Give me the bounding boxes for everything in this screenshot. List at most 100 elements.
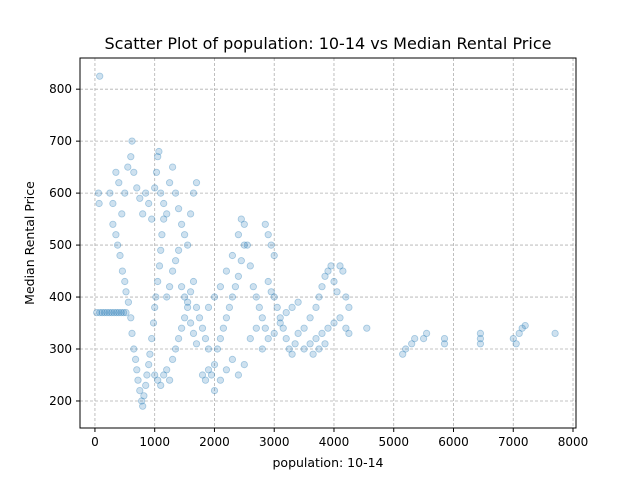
data-point xyxy=(270,251,278,260)
data-point xyxy=(148,215,156,223)
data-point xyxy=(142,189,150,197)
data-point xyxy=(157,246,165,254)
data-point xyxy=(187,319,195,327)
data-point xyxy=(240,360,248,369)
data-point xyxy=(264,277,272,286)
data-point xyxy=(166,376,174,384)
grid-lines xyxy=(80,58,576,428)
data-point xyxy=(309,350,317,358)
data-point xyxy=(324,267,332,275)
data-point xyxy=(163,293,171,301)
data-point xyxy=(321,272,329,280)
data-point xyxy=(276,314,284,322)
data-point xyxy=(518,324,526,332)
data-point xyxy=(152,168,161,176)
data-point xyxy=(152,293,160,301)
data-point xyxy=(118,267,127,275)
data-point xyxy=(509,334,517,343)
data-point xyxy=(210,293,219,301)
data-point xyxy=(234,371,242,379)
data-point xyxy=(172,189,180,197)
data-point xyxy=(116,251,124,260)
plot-frame xyxy=(79,57,577,429)
data-point xyxy=(213,345,221,353)
data-point xyxy=(261,324,269,332)
data-point xyxy=(312,334,320,343)
data-point xyxy=(143,371,151,379)
data-point xyxy=(151,184,159,192)
data-point xyxy=(345,303,353,311)
x-tick-label: 2000 xyxy=(199,435,230,449)
data-point xyxy=(210,360,219,369)
data-point xyxy=(121,189,129,197)
data-point xyxy=(178,324,186,332)
data-point xyxy=(195,314,204,322)
data-point xyxy=(294,329,302,337)
x-tick-label: 0 xyxy=(91,435,99,449)
data-point xyxy=(175,334,183,343)
data-point xyxy=(345,329,353,337)
data-point xyxy=(225,303,233,311)
data-point xyxy=(169,267,177,275)
data-point xyxy=(207,371,216,379)
data-point xyxy=(411,334,419,343)
x-tick-label: 7000 xyxy=(498,435,529,449)
data-point xyxy=(222,314,230,322)
data-point xyxy=(252,324,260,332)
data-point xyxy=(315,345,323,353)
data-point xyxy=(222,267,230,275)
data-point xyxy=(112,231,120,239)
data-point xyxy=(136,194,144,202)
data-point xyxy=(399,350,407,358)
y-tick-label: 600 xyxy=(49,186,72,200)
data-point xyxy=(234,231,242,239)
data-point xyxy=(149,319,158,327)
data-point xyxy=(312,303,320,311)
data-point xyxy=(151,371,159,379)
data-point xyxy=(122,308,130,317)
data-point xyxy=(155,262,164,270)
data-point xyxy=(120,308,128,317)
data-point xyxy=(157,381,165,389)
y-tick-label: 500 xyxy=(49,238,72,252)
y-tick-label: 400 xyxy=(49,290,72,304)
data-point xyxy=(184,241,192,249)
data-point xyxy=(267,288,275,296)
data-point xyxy=(204,303,213,311)
x-tick-label: 1000 xyxy=(139,435,170,449)
data-point xyxy=(175,205,183,213)
data-point xyxy=(201,334,210,343)
data-point xyxy=(181,231,189,239)
data-point xyxy=(333,288,341,296)
data-point xyxy=(118,210,126,218)
data-point xyxy=(160,371,168,379)
data-point xyxy=(132,355,140,363)
data-point xyxy=(114,241,122,249)
data-point xyxy=(109,220,117,228)
data-point xyxy=(300,324,308,332)
data-point xyxy=(109,199,117,208)
data-point xyxy=(273,303,281,311)
data-point xyxy=(282,334,290,343)
data-point xyxy=(228,293,236,301)
data-point xyxy=(288,350,296,358)
data-point xyxy=(240,241,248,249)
data-point xyxy=(178,220,186,228)
data-points xyxy=(93,72,559,410)
y-tick-label: 700 xyxy=(49,134,72,148)
data-point xyxy=(318,329,326,337)
data-point xyxy=(210,386,219,395)
data-point xyxy=(291,340,299,348)
data-point xyxy=(231,283,239,291)
y-tick-label: 200 xyxy=(49,394,72,408)
data-point xyxy=(142,381,150,389)
data-point xyxy=(96,308,104,317)
data-point xyxy=(192,340,201,348)
data-point xyxy=(336,262,344,270)
data-point xyxy=(184,298,192,306)
data-point xyxy=(285,345,293,353)
data-point xyxy=(258,314,266,322)
data-point xyxy=(115,308,123,317)
data-point xyxy=(327,262,335,270)
chart-title: Scatter Plot of population: 10-14 vs Med… xyxy=(105,34,552,53)
